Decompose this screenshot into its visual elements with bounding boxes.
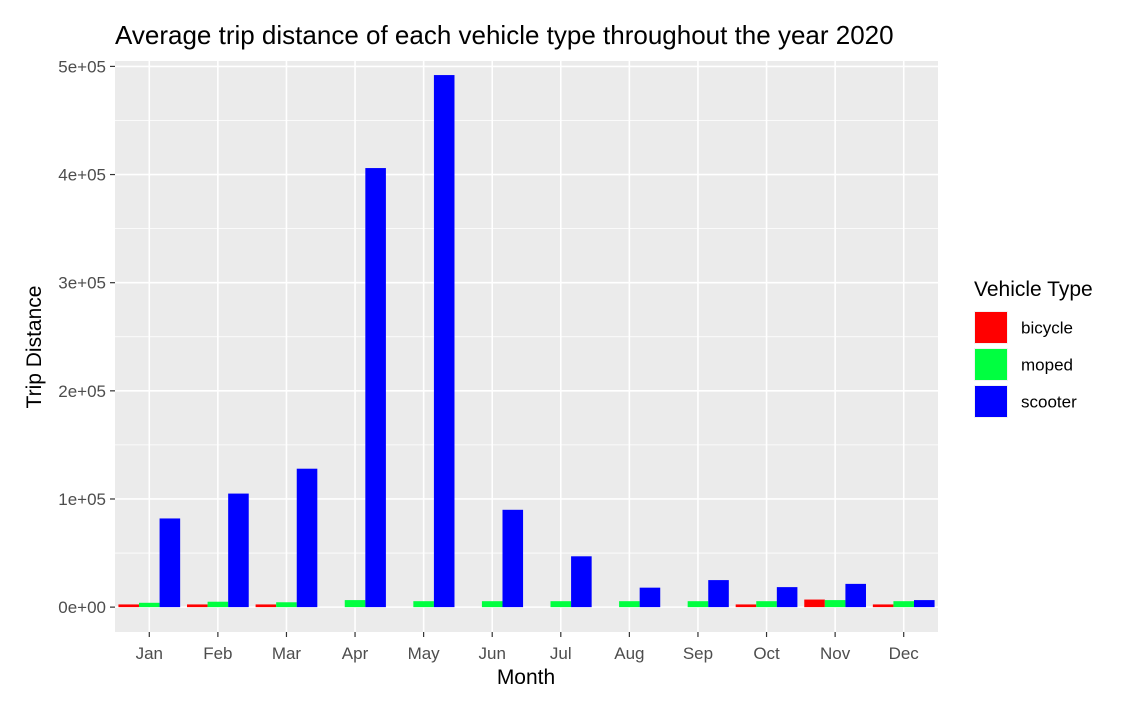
bar-scooter	[776, 587, 798, 608]
bar-scooter	[159, 518, 181, 608]
x-tick-label: Jan	[136, 644, 163, 663]
x-tick-label: Oct	[753, 644, 780, 663]
grid-major	[115, 61, 938, 632]
legend: Vehicle Type bicycle moped scooter	[974, 278, 1093, 418]
x-axis: Jan Feb Mar Apr May Jun Jul Aug Sep Oct Nov Dec	[136, 632, 920, 663]
legend-label-moped: moped	[1021, 356, 1073, 375]
y-axis-title: Trip Distance	[23, 286, 46, 409]
bar-moped	[481, 601, 503, 608]
x-tick-label: Jul	[550, 644, 572, 663]
x-tick-label: Aug	[614, 644, 644, 663]
x-axis-title: Month	[497, 666, 555, 689]
legend-swatch-scooter	[975, 386, 1007, 417]
bar-moped	[344, 600, 366, 608]
bar-moped	[550, 601, 572, 608]
bar-moped	[139, 602, 160, 608]
bar-scooter	[571, 556, 592, 608]
legend-swatch-moped	[975, 349, 1007, 380]
bar-moped	[893, 601, 914, 608]
bar-moped	[756, 601, 777, 608]
legend-label-scooter: scooter	[1021, 393, 1077, 412]
grid-minor	[115, 120, 938, 554]
legend-label-bicycle: bicycle	[1021, 319, 1073, 338]
bar-bicycle	[804, 599, 825, 608]
bar-scooter	[913, 600, 935, 608]
x-tick-label: Nov	[820, 644, 851, 663]
bar-moped	[687, 601, 709, 608]
x-tick-label: Dec	[889, 644, 920, 663]
bar-scooter	[502, 509, 524, 608]
bar-bicycle	[872, 604, 894, 608]
x-tick-label: Sep	[683, 644, 713, 663]
bar-moped	[276, 602, 297, 608]
bar-bicycle	[187, 604, 208, 608]
x-tick-label: Mar	[272, 644, 302, 663]
bars	[118, 75, 935, 608]
bar-scooter	[228, 493, 249, 608]
bar-bicycle	[118, 604, 140, 608]
bar-bicycle	[735, 604, 757, 608]
bar-bicycle	[255, 604, 277, 608]
bar-moped	[824, 600, 846, 608]
y-tick-label: 2e+05	[58, 382, 106, 401]
y-tick-label: 3e+05	[58, 274, 106, 293]
x-tick-label: May	[408, 644, 441, 663]
y-tick-label: 0e+00	[58, 598, 106, 617]
bar-scooter	[433, 75, 455, 608]
bar-scooter	[845, 583, 866, 608]
plot-background	[115, 61, 938, 632]
legend-title: Vehicle Type	[974, 278, 1093, 301]
bar-moped	[619, 601, 640, 608]
bar-scooter	[365, 168, 386, 608]
legend-swatch-bicycle	[975, 312, 1007, 343]
bar-scooter	[708, 580, 729, 608]
bar-moped	[207, 601, 229, 608]
bar-moped	[413, 601, 434, 608]
chart-title: Average trip distance of each vehicle ty…	[115, 20, 894, 50]
bar-scooter	[296, 468, 318, 608]
x-tick-label: Jun	[478, 644, 505, 663]
y-tick-label: 4e+05	[58, 166, 106, 185]
y-tick-label: 5e+05	[58, 57, 106, 76]
x-tick-label: Apr	[342, 644, 369, 663]
x-tick-label: Feb	[203, 644, 232, 663]
y-tick-label: 1e+05	[58, 490, 106, 509]
y-axis: 0e+00 1e+05 2e+05 3e+05 4e+05 5e+05	[58, 57, 115, 617]
bar-scooter	[639, 587, 661, 608]
